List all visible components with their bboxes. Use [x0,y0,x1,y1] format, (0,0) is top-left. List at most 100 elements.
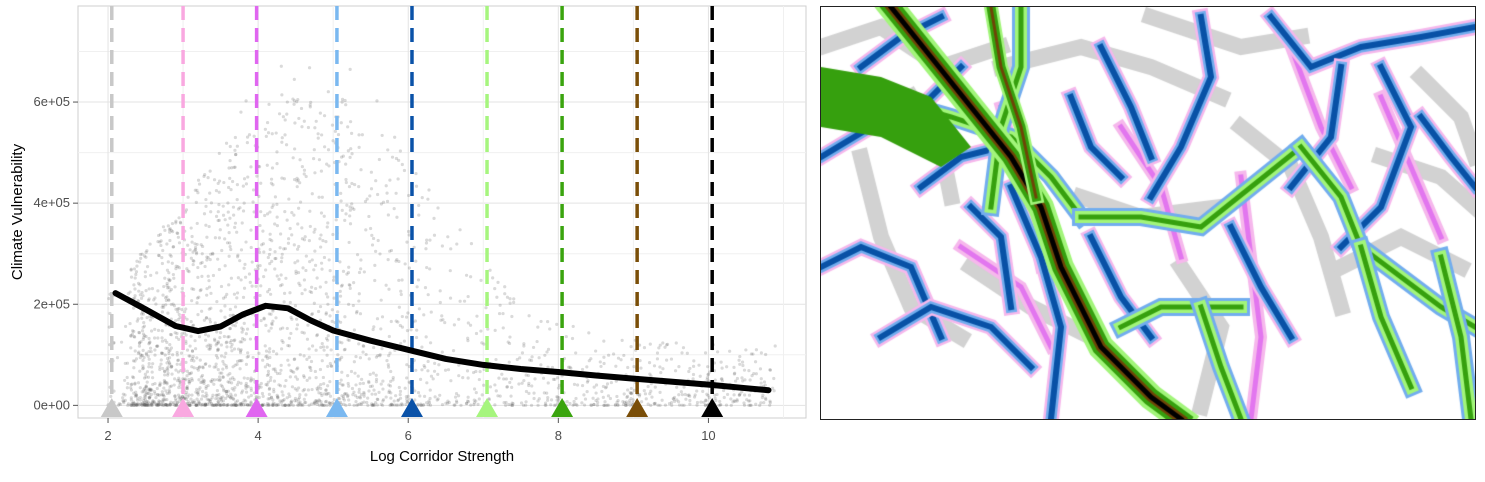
scatter-point [190,365,194,369]
scatter-point [196,391,200,395]
scatter-point [218,403,223,407]
scatter-point [150,370,154,374]
scatter-point [204,362,208,366]
scatter-point [768,403,772,407]
scatter-point [350,152,354,156]
scatter-point [197,182,202,186]
scatter-point [139,296,144,300]
scatter-point [543,403,547,407]
scatter-point [315,333,320,337]
scatter-point [669,357,674,361]
scatter-point [389,396,393,400]
scatter-point [431,377,435,381]
scatter-point [649,403,653,407]
scatter-point [233,148,237,152]
scatter-point [429,374,434,378]
scatter-point [497,376,501,380]
scatter-point [156,336,160,340]
scatter-point [309,402,314,406]
scatter-point [238,259,242,263]
scatter-point [451,348,456,353]
scatter-point [151,399,155,404]
scatter-point [320,403,325,407]
scatter-point [601,384,606,389]
scatter-point [613,403,618,407]
scatter-point [725,392,730,397]
scatter-point [209,343,213,347]
scatter-point [211,403,215,407]
breakpoint-triangle [476,398,499,417]
scatter-point [151,382,155,387]
scatter-point [238,340,242,344]
scatter-point [404,395,409,399]
scatter-point [203,402,208,406]
scatter-point [398,149,402,153]
scatter-point [697,363,701,367]
scatter-point [425,401,429,405]
scatter-point [292,99,297,103]
scatter-point [379,202,384,206]
scatter-point [164,402,168,406]
scatter-point [288,300,292,305]
scatter-point [193,347,198,351]
scatter-point [738,354,742,359]
scatter-point [225,292,229,296]
scatter-point [200,274,204,278]
scatter-point [219,343,223,347]
scatter-point [629,391,633,396]
scatter-point [172,383,176,387]
scatter-point [455,242,459,246]
scatter-point [304,254,308,258]
scatter-point [235,183,239,187]
scatter-point [251,188,256,192]
scatter-point [381,379,385,383]
scatter-point [377,157,381,162]
breakpoint-triangle [245,398,268,417]
scatter-point [189,371,194,375]
scatter-point [557,396,561,400]
scatter-point [174,307,178,311]
scatter-point [171,245,176,249]
scatter-point [238,401,243,406]
scatter-point [741,379,745,383]
scatter-point [347,240,351,245]
scatter-point [195,356,199,360]
scatter-point [241,336,245,341]
scatter-point [600,389,604,394]
scatter-point [287,344,291,348]
scatter-point [546,395,550,400]
scatter-point [222,334,226,339]
scatter-point [268,262,272,266]
scatter-point [264,323,268,327]
scatter-point [216,400,220,404]
scatter-point [131,402,136,406]
scatter-point [213,321,217,325]
scatter-point [329,401,333,406]
scatter-point [147,389,151,393]
scatter-point [323,145,327,149]
scatter-point [464,401,469,406]
scatter-point [346,149,350,153]
scatter-point [158,232,163,237]
scatter-point [218,331,223,335]
scatter-point [319,400,323,404]
scatter-point [367,389,371,393]
scatter-point [136,396,140,400]
scatter-point [626,365,630,370]
scatter-point [188,372,192,376]
scatter-point [237,403,241,407]
scatter-point [271,367,275,371]
scatter-point [249,388,253,393]
scatter-point [669,400,674,405]
scatter-point [326,364,330,368]
scatter-point [115,356,120,360]
scatter-point [459,403,463,407]
scatter-point [144,385,148,389]
scatter-point [507,402,511,407]
scatter-point [348,222,353,226]
scatter-point [139,312,144,316]
scatter-point [307,403,311,407]
scatter-point [585,390,589,394]
scatter-point [472,403,476,407]
scatter-point [216,210,220,214]
